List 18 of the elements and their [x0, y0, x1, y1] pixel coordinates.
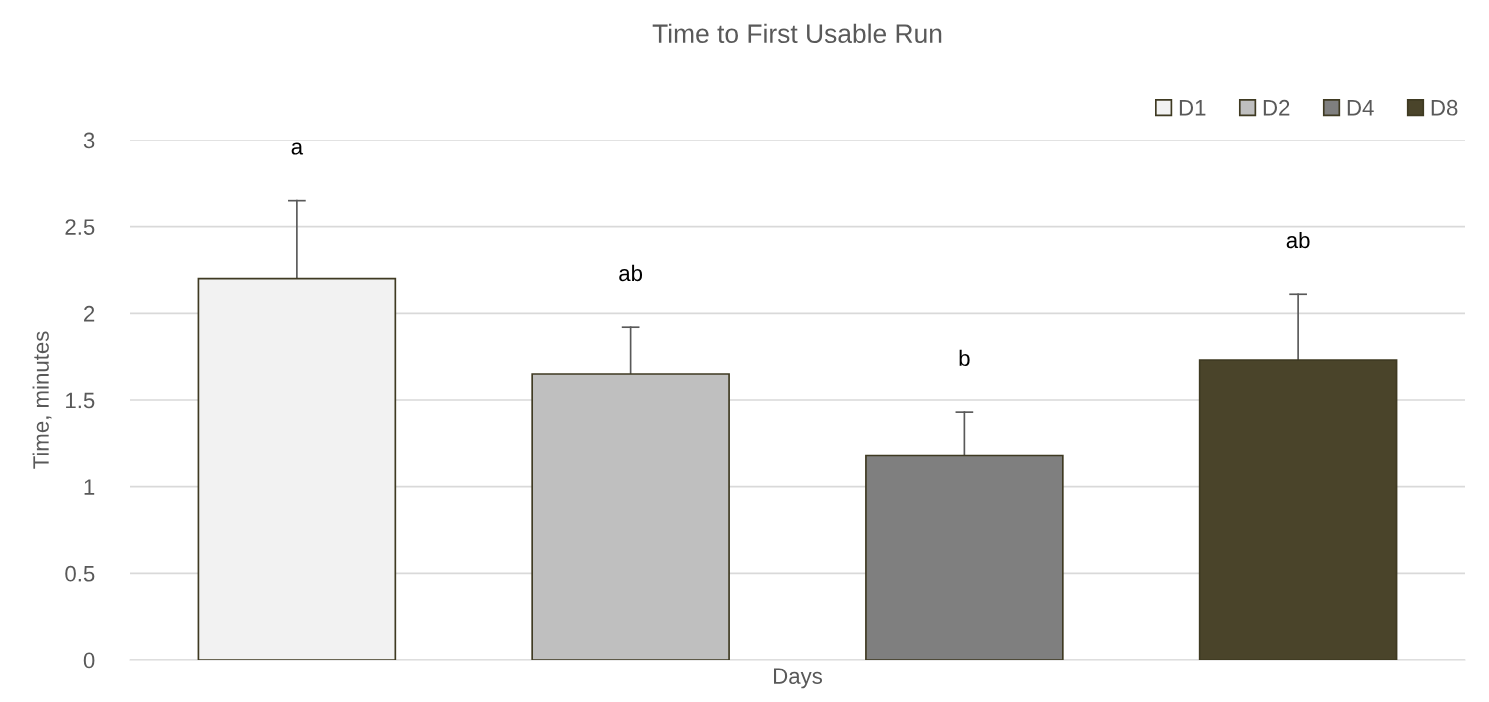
legend-label: D8: [1431, 99, 1458, 116]
annotation: ab: [619, 264, 643, 282]
x-axis-title: Days: [774, 668, 823, 689]
y-tick-label: 0: [83, 652, 95, 669]
chart-title: Time to First Usable Run: [652, 23, 942, 44]
y-tick-label: 2: [84, 305, 95, 322]
y-axis-title: Time, minutes: [32, 331, 52, 469]
annotation: b: [959, 349, 970, 367]
legend-label: D2: [1263, 99, 1290, 116]
y-tick-label: 3: [83, 132, 95, 149]
annotation: ab: [1286, 231, 1310, 249]
legend-label: D1: [1179, 100, 1206, 116]
y-tick-label: 1: [84, 479, 95, 495]
y-tick-label: 2.5: [65, 219, 95, 235]
y-tick-label: 0.5: [65, 565, 95, 582]
y-tick-label: 1.5: [66, 392, 95, 409]
annotation: a: [291, 142, 304, 155]
legend-label: D4: [1347, 100, 1374, 116]
